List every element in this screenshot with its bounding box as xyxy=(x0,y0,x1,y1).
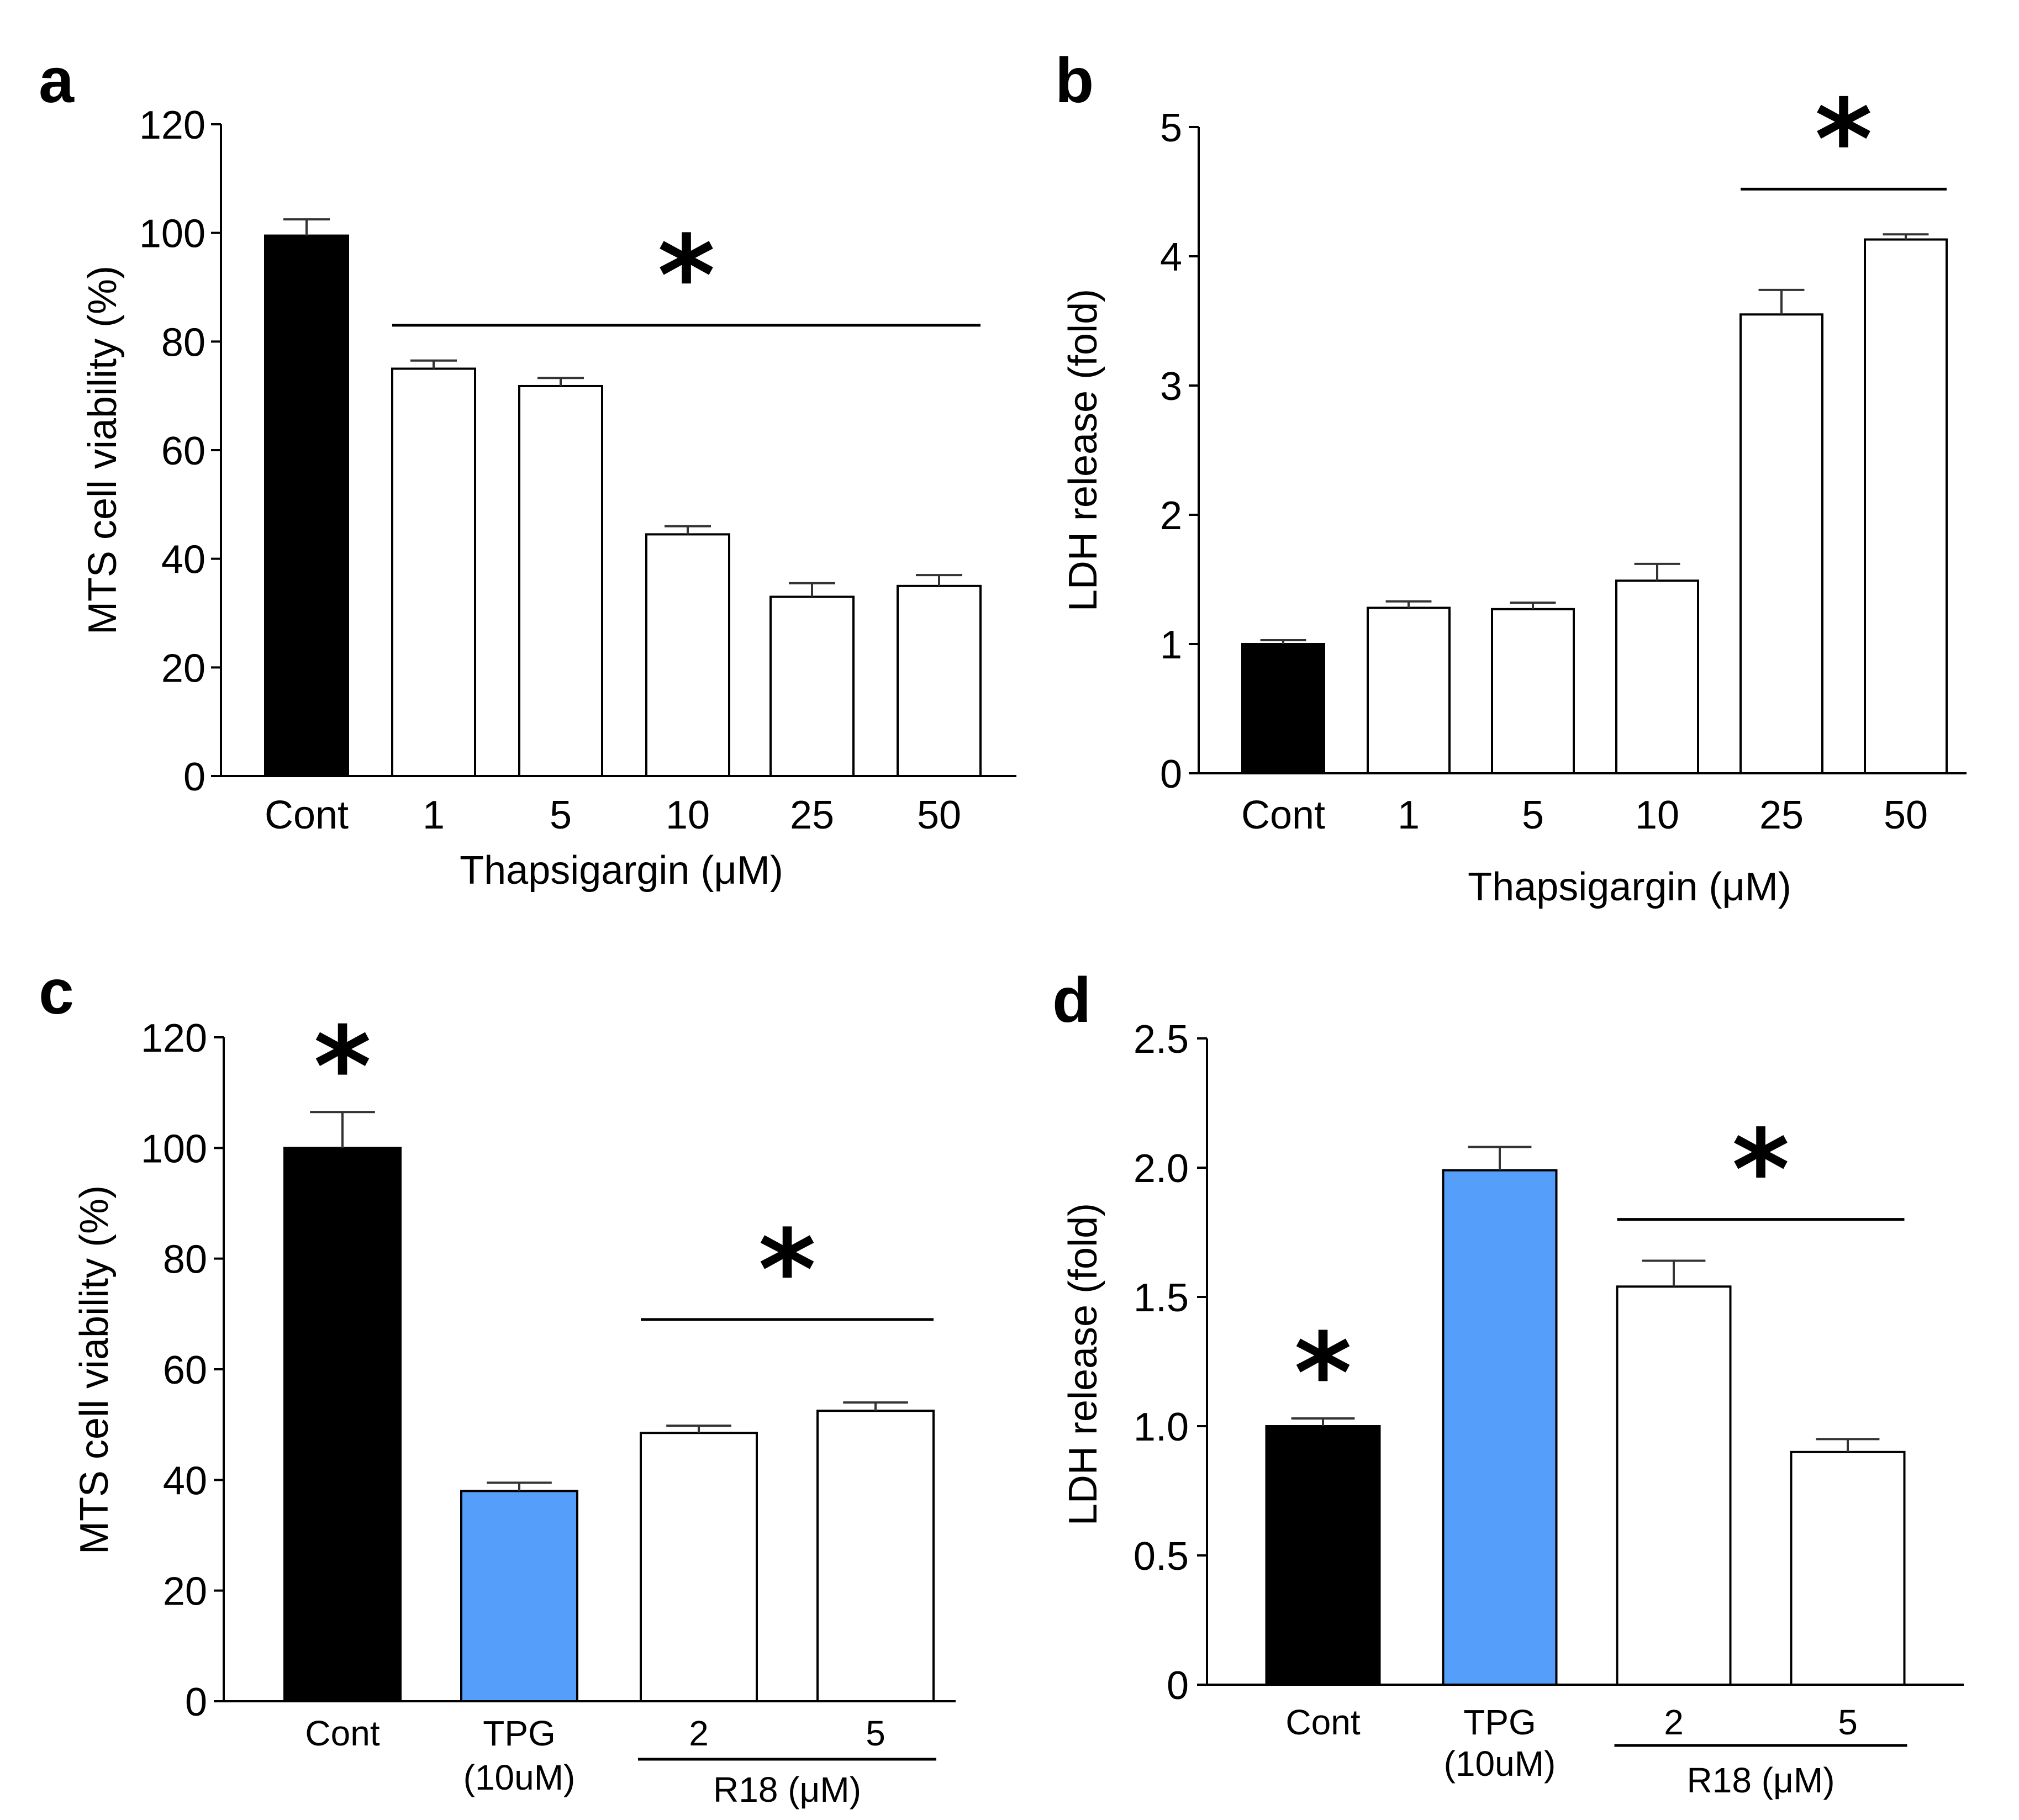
group-label: R18 (μM) xyxy=(1687,1760,1835,1800)
significance-star: * xyxy=(1732,1106,1790,1235)
panel-a: a 0 20 40 60 80 100 120 Cont 1 5 10 25 50 * MTS cel… xyxy=(39,45,1016,893)
bar-5 xyxy=(1790,1450,1906,1686)
panel-letter-a: a xyxy=(39,45,75,116)
category-label: 10 xyxy=(1635,793,1679,837)
category-label: Cont xyxy=(305,1713,379,1753)
bar-2 xyxy=(640,1432,758,1702)
y-tick-label: 20 xyxy=(163,1570,207,1614)
bar-10 xyxy=(645,533,730,778)
category-label: 5 xyxy=(1522,793,1544,837)
panel-b: b 0 1 2 3 4 5 Cont 1 5 10 25 50 * LDH release (fol… xyxy=(1055,45,1967,909)
bar-cont xyxy=(1265,1425,1381,1686)
y-tick-label: 1 xyxy=(1160,623,1182,667)
y-tick-label: 60 xyxy=(161,429,205,473)
category-label: 5 xyxy=(866,1713,885,1753)
y-tick-label: 1.0 xyxy=(1134,1405,1189,1449)
panel-letter-d: d xyxy=(1052,965,1091,1036)
bar-tpg xyxy=(1442,1169,1558,1686)
bar-25 xyxy=(769,595,855,777)
x-axis-title: Thapsigargin (μM) xyxy=(1468,865,1791,909)
significance-star: * xyxy=(657,212,715,341)
y-tick-label: 2.0 xyxy=(1134,1147,1189,1191)
bar-1 xyxy=(391,367,476,777)
category-label: 2 xyxy=(689,1713,709,1753)
category-label: 5 xyxy=(1838,1702,1858,1742)
significance-star: * xyxy=(1815,76,1873,204)
y-tick-label: 0 xyxy=(1160,752,1182,796)
category-label: 25 xyxy=(1759,793,1804,837)
bar-2 xyxy=(1616,1285,1732,1686)
y-tick-label: 120 xyxy=(139,103,205,147)
y-tick-label: 0 xyxy=(185,1680,207,1724)
category-sublabel: (10uM) xyxy=(1444,1744,1556,1784)
y-tick-label: 40 xyxy=(163,1459,207,1503)
bar-cont xyxy=(283,1147,402,1702)
category-label: Cont xyxy=(1285,1702,1360,1742)
y-tick-label: 0 xyxy=(183,755,205,799)
bar-5 xyxy=(518,384,603,777)
bar-5 xyxy=(1491,608,1575,774)
panel-letter-b: b xyxy=(1055,45,1094,116)
category-sublabel: (10uM) xyxy=(463,1758,576,1797)
group-label: R18 (μM) xyxy=(713,1770,861,1810)
category-label: Cont xyxy=(265,793,349,837)
y-tick-label: 120 xyxy=(141,1016,207,1061)
bar-cont xyxy=(1241,643,1325,774)
bar-50 xyxy=(1864,238,1948,774)
category-label: TPG xyxy=(483,1713,556,1753)
y-tick-label: 80 xyxy=(163,1238,207,1282)
category-label: 50 xyxy=(917,793,961,837)
x-axis-title: Thapsigargin (μM) xyxy=(460,848,783,893)
category-label: 10 xyxy=(666,793,710,837)
category-label: Cont xyxy=(1241,793,1325,837)
bar-tpg xyxy=(460,1490,578,1703)
y-axis-title: MTS cell viability (%) xyxy=(72,1185,117,1554)
category-label: 1 xyxy=(423,793,445,837)
bar-cont xyxy=(264,234,349,778)
y-tick-label: 5 xyxy=(1160,106,1182,150)
y-tick-label: 40 xyxy=(161,538,205,582)
bar-significance-star: * xyxy=(314,1003,372,1132)
panel-c: c 0 20 40 60 80 100 120 Cont TPG (10uM) 2 5 R18 (μ… xyxy=(39,957,956,1810)
category-label: 50 xyxy=(1884,793,1928,837)
y-tick-label: 100 xyxy=(141,1127,207,1171)
category-label: 2 xyxy=(1664,1702,1684,1742)
y-axis-title: MTS cell viability (%) xyxy=(81,266,125,635)
y-tick-label: 4 xyxy=(1160,235,1182,279)
y-tick-label: 20 xyxy=(161,646,205,690)
category-label: 1 xyxy=(1398,793,1420,837)
y-axis-title: LDH release (fold) xyxy=(1061,289,1105,611)
bar-1 xyxy=(1367,606,1451,774)
panel-letter-c: c xyxy=(39,957,74,1027)
y-tick-label: 3 xyxy=(1160,365,1182,409)
y-tick-label: 1.5 xyxy=(1134,1276,1189,1320)
y-tick-label: 2.5 xyxy=(1134,1017,1189,1062)
category-label: TPG xyxy=(1463,1702,1536,1742)
y-tick-label: 100 xyxy=(139,212,205,256)
panel-d: d 0 0.5 1.0 1.5 2.0 2.5 Cont TPG(10uM) 2 5 R18 (… xyxy=(1052,965,1964,1800)
bar-10 xyxy=(1615,579,1699,774)
y-axis-title: LDH release (fold) xyxy=(1061,1203,1105,1526)
significance-star: * xyxy=(758,1206,816,1335)
bar-5 xyxy=(816,1410,935,1702)
category-label: 25 xyxy=(790,793,834,837)
y-tick-label: 80 xyxy=(161,320,205,365)
bar-50 xyxy=(897,584,982,778)
bar-significance-star: * xyxy=(1294,1310,1352,1438)
bar-25 xyxy=(1739,313,1823,774)
y-tick-label: 2 xyxy=(1160,494,1182,538)
y-tick-label: 60 xyxy=(163,1348,207,1392)
y-tick-label: 0.5 xyxy=(1134,1534,1189,1579)
category-label: 5 xyxy=(550,793,572,837)
y-tick-label: 0 xyxy=(1167,1664,1189,1708)
